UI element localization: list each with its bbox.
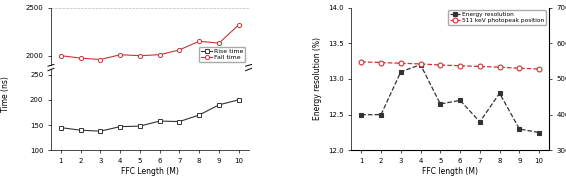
511 keV photopeak position [397, 62, 404, 64]
Fall time [235, 24, 242, 26]
Line: Fall time: Fall time [59, 23, 241, 62]
511 keV photopeak position [437, 64, 444, 66]
511 keV photopeak position [457, 65, 464, 67]
X-axis label: FFC length (M): FFC length (M) [422, 167, 478, 176]
Energy resolution [378, 114, 384, 116]
Rise time [97, 130, 104, 132]
Energy resolution [496, 92, 503, 94]
511 keV photopeak position [496, 66, 503, 68]
Energy resolution [437, 103, 444, 105]
Energy resolution [516, 128, 523, 130]
Energy resolution [477, 121, 483, 123]
Energy resolution [358, 114, 365, 116]
Line: Energy resolution: Energy resolution [359, 62, 542, 135]
Legend: Rise time, Fall time: Rise time, Fall time [199, 47, 246, 62]
511 keV photopeak position [417, 63, 424, 65]
Energy resolution [397, 71, 404, 73]
Fall time [216, 42, 222, 44]
Fall time [196, 40, 203, 42]
Fall time [97, 58, 104, 61]
Fall time [57, 55, 64, 57]
Line: Rise time: Rise time [59, 98, 241, 133]
Rise time [117, 126, 123, 128]
Fall time [77, 57, 84, 59]
X-axis label: FFC Length (M): FFC Length (M) [121, 167, 179, 176]
Fall time [176, 49, 183, 51]
Y-axis label: Energy resolution (%): Energy resolution (%) [314, 37, 323, 121]
Rise time [196, 114, 203, 116]
Fall time [136, 55, 143, 57]
Rise time [216, 104, 222, 106]
Rise time [57, 127, 64, 129]
Rise time [176, 121, 183, 123]
Rise time [77, 129, 84, 131]
Legend: Energy resolution, 511 keV photopeak position: Energy resolution, 511 keV photopeak pos… [448, 11, 546, 25]
511 keV photopeak position [516, 67, 523, 69]
Energy resolution [457, 99, 464, 102]
511 keV photopeak position [477, 65, 483, 68]
Energy resolution [417, 64, 424, 66]
Text: Time (ns): Time (ns) [1, 76, 10, 112]
Rise time [156, 120, 163, 122]
Fall time [117, 54, 123, 56]
511 keV photopeak position [536, 68, 543, 70]
Energy resolution [536, 131, 543, 134]
Rise time [235, 99, 242, 101]
Fall time [156, 54, 163, 56]
Rise time [136, 125, 143, 127]
511 keV photopeak position [378, 61, 384, 64]
511 keV photopeak position [358, 61, 365, 63]
Line: 511 keV photopeak position: 511 keV photopeak position [359, 59, 542, 71]
